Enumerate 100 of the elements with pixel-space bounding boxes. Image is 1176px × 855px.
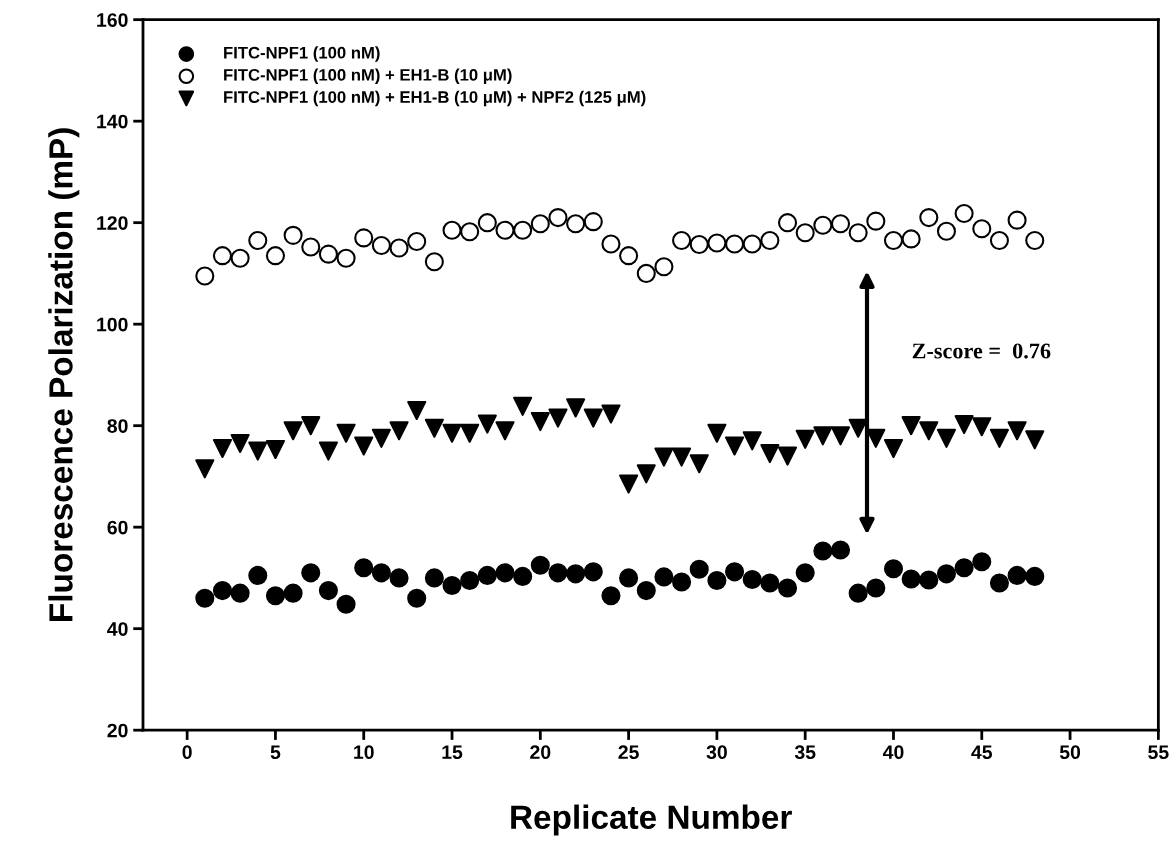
- point: [424, 568, 444, 588]
- point: [548, 408, 568, 428]
- point: [901, 569, 921, 589]
- point: [248, 230, 268, 250]
- point: [371, 563, 391, 583]
- point: [442, 575, 462, 596]
- point: [248, 565, 268, 585]
- point: [689, 454, 709, 474]
- point: [566, 564, 586, 584]
- point: [954, 558, 974, 578]
- point: [795, 563, 815, 583]
- point: [477, 414, 497, 434]
- legend-label: FITC-NPF1 (100 nM) + EH1-B (10 μM) + NPF2 (125 μM): [224, 90, 646, 107]
- point: [707, 423, 727, 443]
- point: [848, 583, 868, 603]
- x-tick-label: 15: [442, 745, 463, 760]
- point: [901, 416, 921, 436]
- point: [336, 423, 356, 443]
- x-tick-label: 40: [882, 745, 904, 760]
- point: [883, 438, 904, 459]
- point: [336, 594, 356, 614]
- point: [619, 568, 639, 588]
- point: [283, 225, 303, 245]
- point: [830, 426, 851, 446]
- point: [883, 559, 904, 579]
- point: [795, 223, 815, 243]
- point: [919, 208, 939, 228]
- point: [371, 428, 391, 448]
- y-tick-label: 120: [97, 216, 128, 230]
- point: [513, 220, 533, 240]
- y-tick-label: 40: [107, 622, 128, 636]
- point: [265, 586, 285, 606]
- point: [424, 418, 444, 438]
- point: [195, 266, 215, 286]
- x-axis-title: Replicate Number: [511, 804, 792, 836]
- annotation: Z-score = 0.76: [912, 343, 1051, 359]
- point: [848, 418, 868, 438]
- point: [689, 559, 709, 579]
- point: [195, 459, 215, 479]
- point: [654, 257, 674, 277]
- point: [583, 212, 603, 232]
- point: [901, 229, 921, 249]
- point: [354, 436, 374, 456]
- point: [989, 428, 1009, 448]
- point: [195, 588, 215, 608]
- x-tick-label: 25: [618, 745, 639, 760]
- point: [1025, 230, 1045, 250]
- point: [212, 438, 233, 459]
- point: [760, 230, 780, 250]
- point: [566, 214, 586, 234]
- point: [636, 263, 656, 283]
- point: [1007, 565, 1027, 585]
- point: [636, 464, 656, 484]
- point: [707, 570, 727, 590]
- point: [442, 423, 462, 443]
- point: [477, 213, 497, 233]
- point: [265, 246, 285, 266]
- point: [389, 421, 409, 441]
- point: [265, 439, 285, 460]
- point: [725, 234, 745, 254]
- point: [460, 423, 480, 443]
- point: [725, 562, 745, 582]
- point: [813, 215, 833, 235]
- point: [601, 404, 621, 424]
- point: [848, 223, 868, 243]
- point: [972, 552, 992, 572]
- point: [513, 566, 533, 586]
- point: [318, 441, 338, 461]
- x-tick-label: 55: [1148, 745, 1169, 760]
- point: [972, 219, 992, 239]
- y-tick-label: 100: [97, 317, 128, 332]
- point: [530, 412, 550, 432]
- point: [936, 428, 956, 448]
- point: [601, 234, 621, 254]
- x-tick-label: 20: [530, 745, 551, 760]
- point: [371, 235, 391, 256]
- point: [1007, 421, 1027, 441]
- point: [301, 237, 321, 257]
- x-tick-label: 35: [794, 745, 816, 760]
- x-tick-label: 30: [706, 745, 727, 760]
- point: [248, 441, 268, 461]
- point: [442, 220, 462, 240]
- point: [318, 581, 338, 601]
- point: [830, 540, 851, 560]
- point: [760, 573, 780, 593]
- point: [336, 248, 356, 268]
- point: [936, 564, 956, 584]
- point: [742, 431, 762, 451]
- point: [954, 415, 974, 435]
- point: [830, 214, 851, 234]
- y-tick-label: 80: [107, 419, 128, 433]
- point: [866, 211, 886, 231]
- point: [619, 246, 639, 266]
- legend-label: FITC-NPF1 (100 nM) + EH1-B (10 μM): [224, 68, 512, 85]
- y-tick-label: 20: [107, 723, 128, 738]
- point: [583, 408, 603, 428]
- point: [689, 234, 709, 255]
- x-tick-label: 45: [971, 745, 993, 760]
- point: [936, 221, 956, 241]
- y-axis-title: Fluorescence Polarization (mP): [48, 128, 80, 621]
